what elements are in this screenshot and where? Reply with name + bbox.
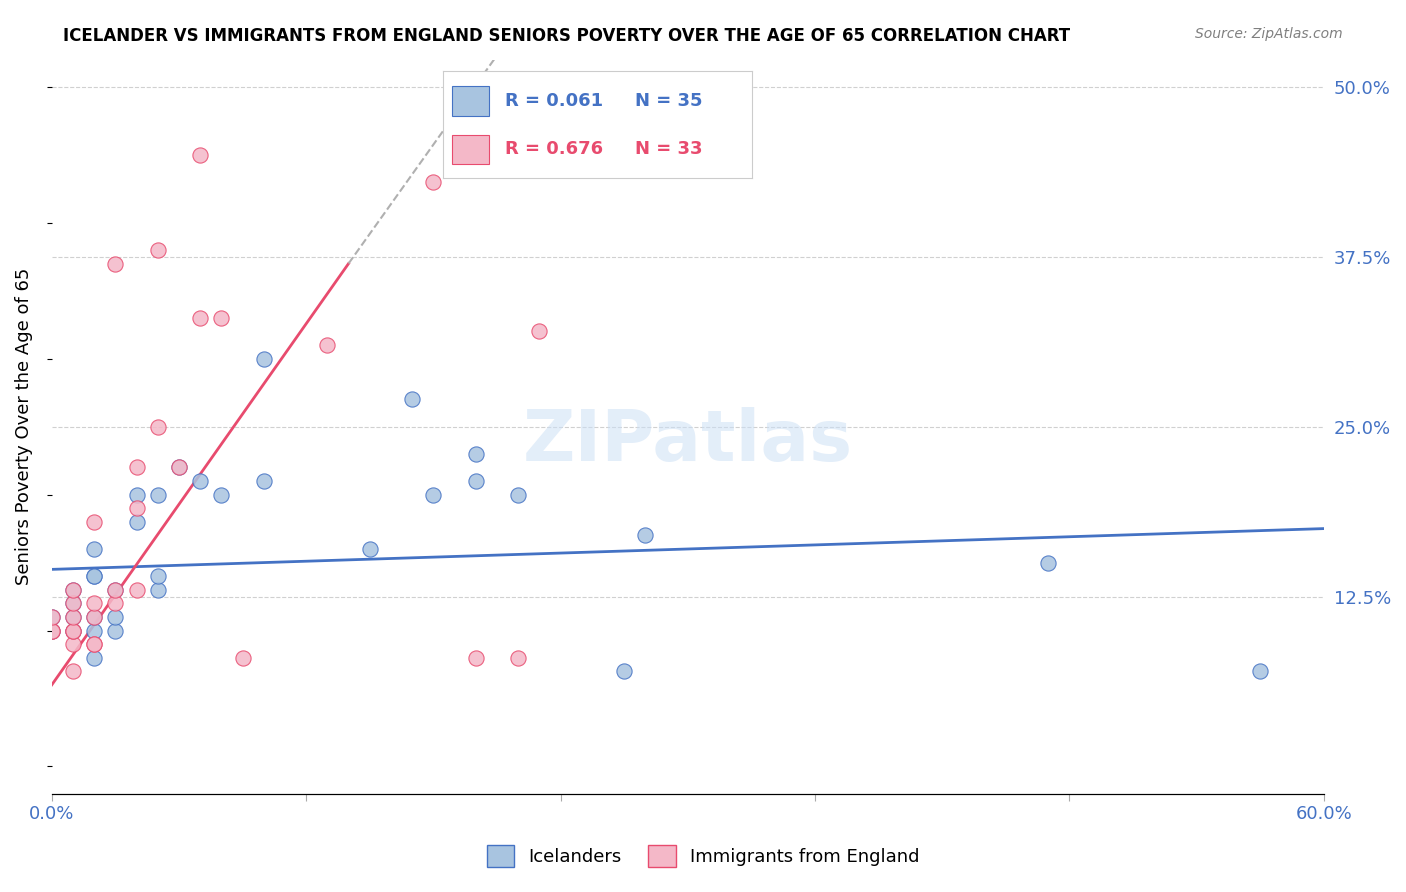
Text: N = 33: N = 33 [634,141,702,159]
Point [83,610,105,624]
Point [167,460,190,475]
Point [83,637,105,651]
Text: N = 35: N = 35 [634,93,702,111]
Point [104,582,127,597]
Point [62,596,84,610]
Point [41,624,63,638]
Point [167,460,190,475]
Point [508,650,530,665]
Point [104,256,127,270]
Text: ZIPatlas: ZIPatlas [523,407,853,475]
Point [104,624,127,638]
Point [464,650,486,665]
Point [83,541,105,556]
Point [529,325,551,339]
Point [41,624,63,638]
Point [316,338,339,352]
Point [62,624,84,638]
Point [83,569,105,583]
Point [146,569,169,583]
Point [232,650,254,665]
Point [104,610,127,624]
Point [125,582,148,597]
Point [253,474,276,488]
Point [62,637,84,651]
Point [104,582,127,597]
FancyBboxPatch shape [453,135,489,164]
Text: R = 0.061: R = 0.061 [505,93,603,111]
Point [104,596,127,610]
Point [83,624,105,638]
Point [83,650,105,665]
Point [209,310,232,325]
Point [188,147,211,161]
Point [62,624,84,638]
Point [41,610,63,624]
Point [146,487,169,501]
Point [146,582,169,597]
Point [125,501,148,516]
Point [613,665,636,679]
Text: ICELANDER VS IMMIGRANTS FROM ENGLAND SENIORS POVERTY OVER THE AGE OF 65 CORRELAT: ICELANDER VS IMMIGRANTS FROM ENGLAND SEN… [63,27,1070,45]
Point [125,487,148,501]
Point [253,351,276,366]
Point [125,460,148,475]
Point [125,515,148,529]
Point [83,515,105,529]
Point [188,310,211,325]
Point [41,610,63,624]
Point [62,582,84,597]
Point [62,665,84,679]
Point [422,487,444,501]
Point [464,447,486,461]
Text: R = 0.676: R = 0.676 [505,141,603,159]
FancyBboxPatch shape [453,87,489,116]
Y-axis label: Seniors Poverty Over the Age of 65: Seniors Poverty Over the Age of 65 [15,268,32,585]
Point [62,610,84,624]
Point [83,596,105,610]
Text: Source: ZipAtlas.com: Source: ZipAtlas.com [1195,27,1343,41]
Point [401,392,423,407]
Point [1038,556,1060,570]
Point [83,610,105,624]
Point [464,474,486,488]
Legend: Icelanders, Immigrants from England: Icelanders, Immigrants from England [479,838,927,874]
Point [359,541,381,556]
Point [1249,665,1271,679]
Point [634,528,657,542]
Point [83,637,105,651]
Point [422,175,444,189]
Point [209,487,232,501]
Point [188,474,211,488]
Point [83,569,105,583]
Point [146,419,169,434]
Point [41,624,63,638]
Point [62,596,84,610]
Point [62,610,84,624]
Point [146,243,169,257]
Point [508,487,530,501]
Point [62,624,84,638]
Point [62,582,84,597]
